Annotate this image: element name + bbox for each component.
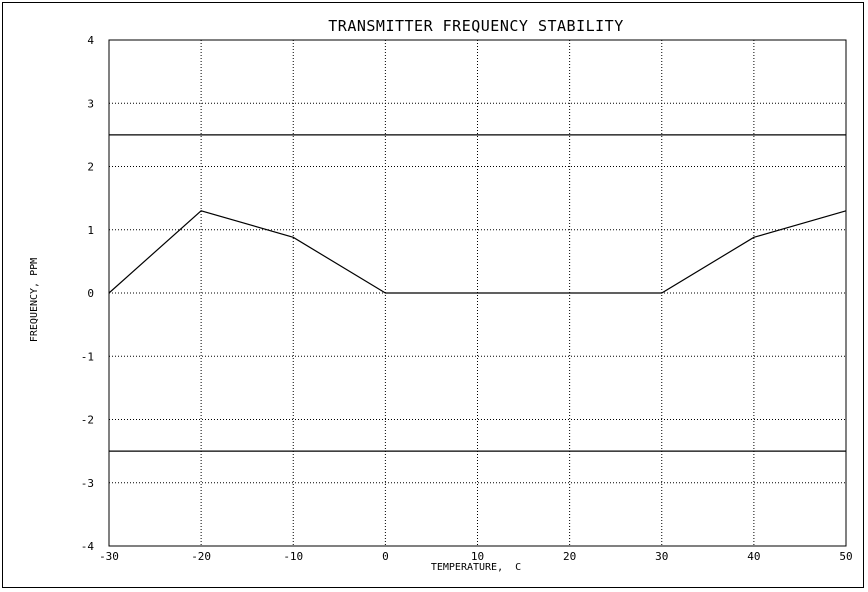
x-tick-label: -10 [283,550,303,563]
y-tick-label: -2 [81,414,94,427]
chart-title: TRANSMITTER FREQUENCY STABILITY [328,17,623,35]
series-layer [108,210,847,294]
y-tick-label: 0 [87,287,94,300]
x-tick-label: 30 [655,550,668,563]
x-tick-label: 0 [382,550,389,563]
x-tick-labels: -30 -20 -10 0 10 20 30 40 50 [99,550,853,563]
y-axis-label: FREQUENCY, PPM [29,258,40,342]
plot-area-border [108,39,847,547]
x-tick-label: -30 [99,550,119,563]
x-tick-label: 20 [563,550,576,563]
x-tick-label: 40 [747,550,760,563]
y-tick-label: 4 [87,34,94,47]
y-tick-label: -1 [81,350,94,363]
y-tick-label: 2 [87,161,94,174]
y-tick-label: -4 [81,540,95,553]
y-tick-labels: 4 3 2 1 0 -1 -2 -3 -4 [81,34,95,553]
x-tick-label: 50 [839,550,852,563]
x-tick-label: -20 [191,550,211,563]
y-tick-label: -3 [81,477,94,490]
y-tick-label: 1 [87,224,94,237]
reference-lines [109,134,846,452]
x-axis-label: TEMPERATURE, C [431,562,521,573]
x-tick-label: 10 [471,550,484,563]
y-tick-label: 3 [87,97,94,110]
series-line [108,210,847,294]
